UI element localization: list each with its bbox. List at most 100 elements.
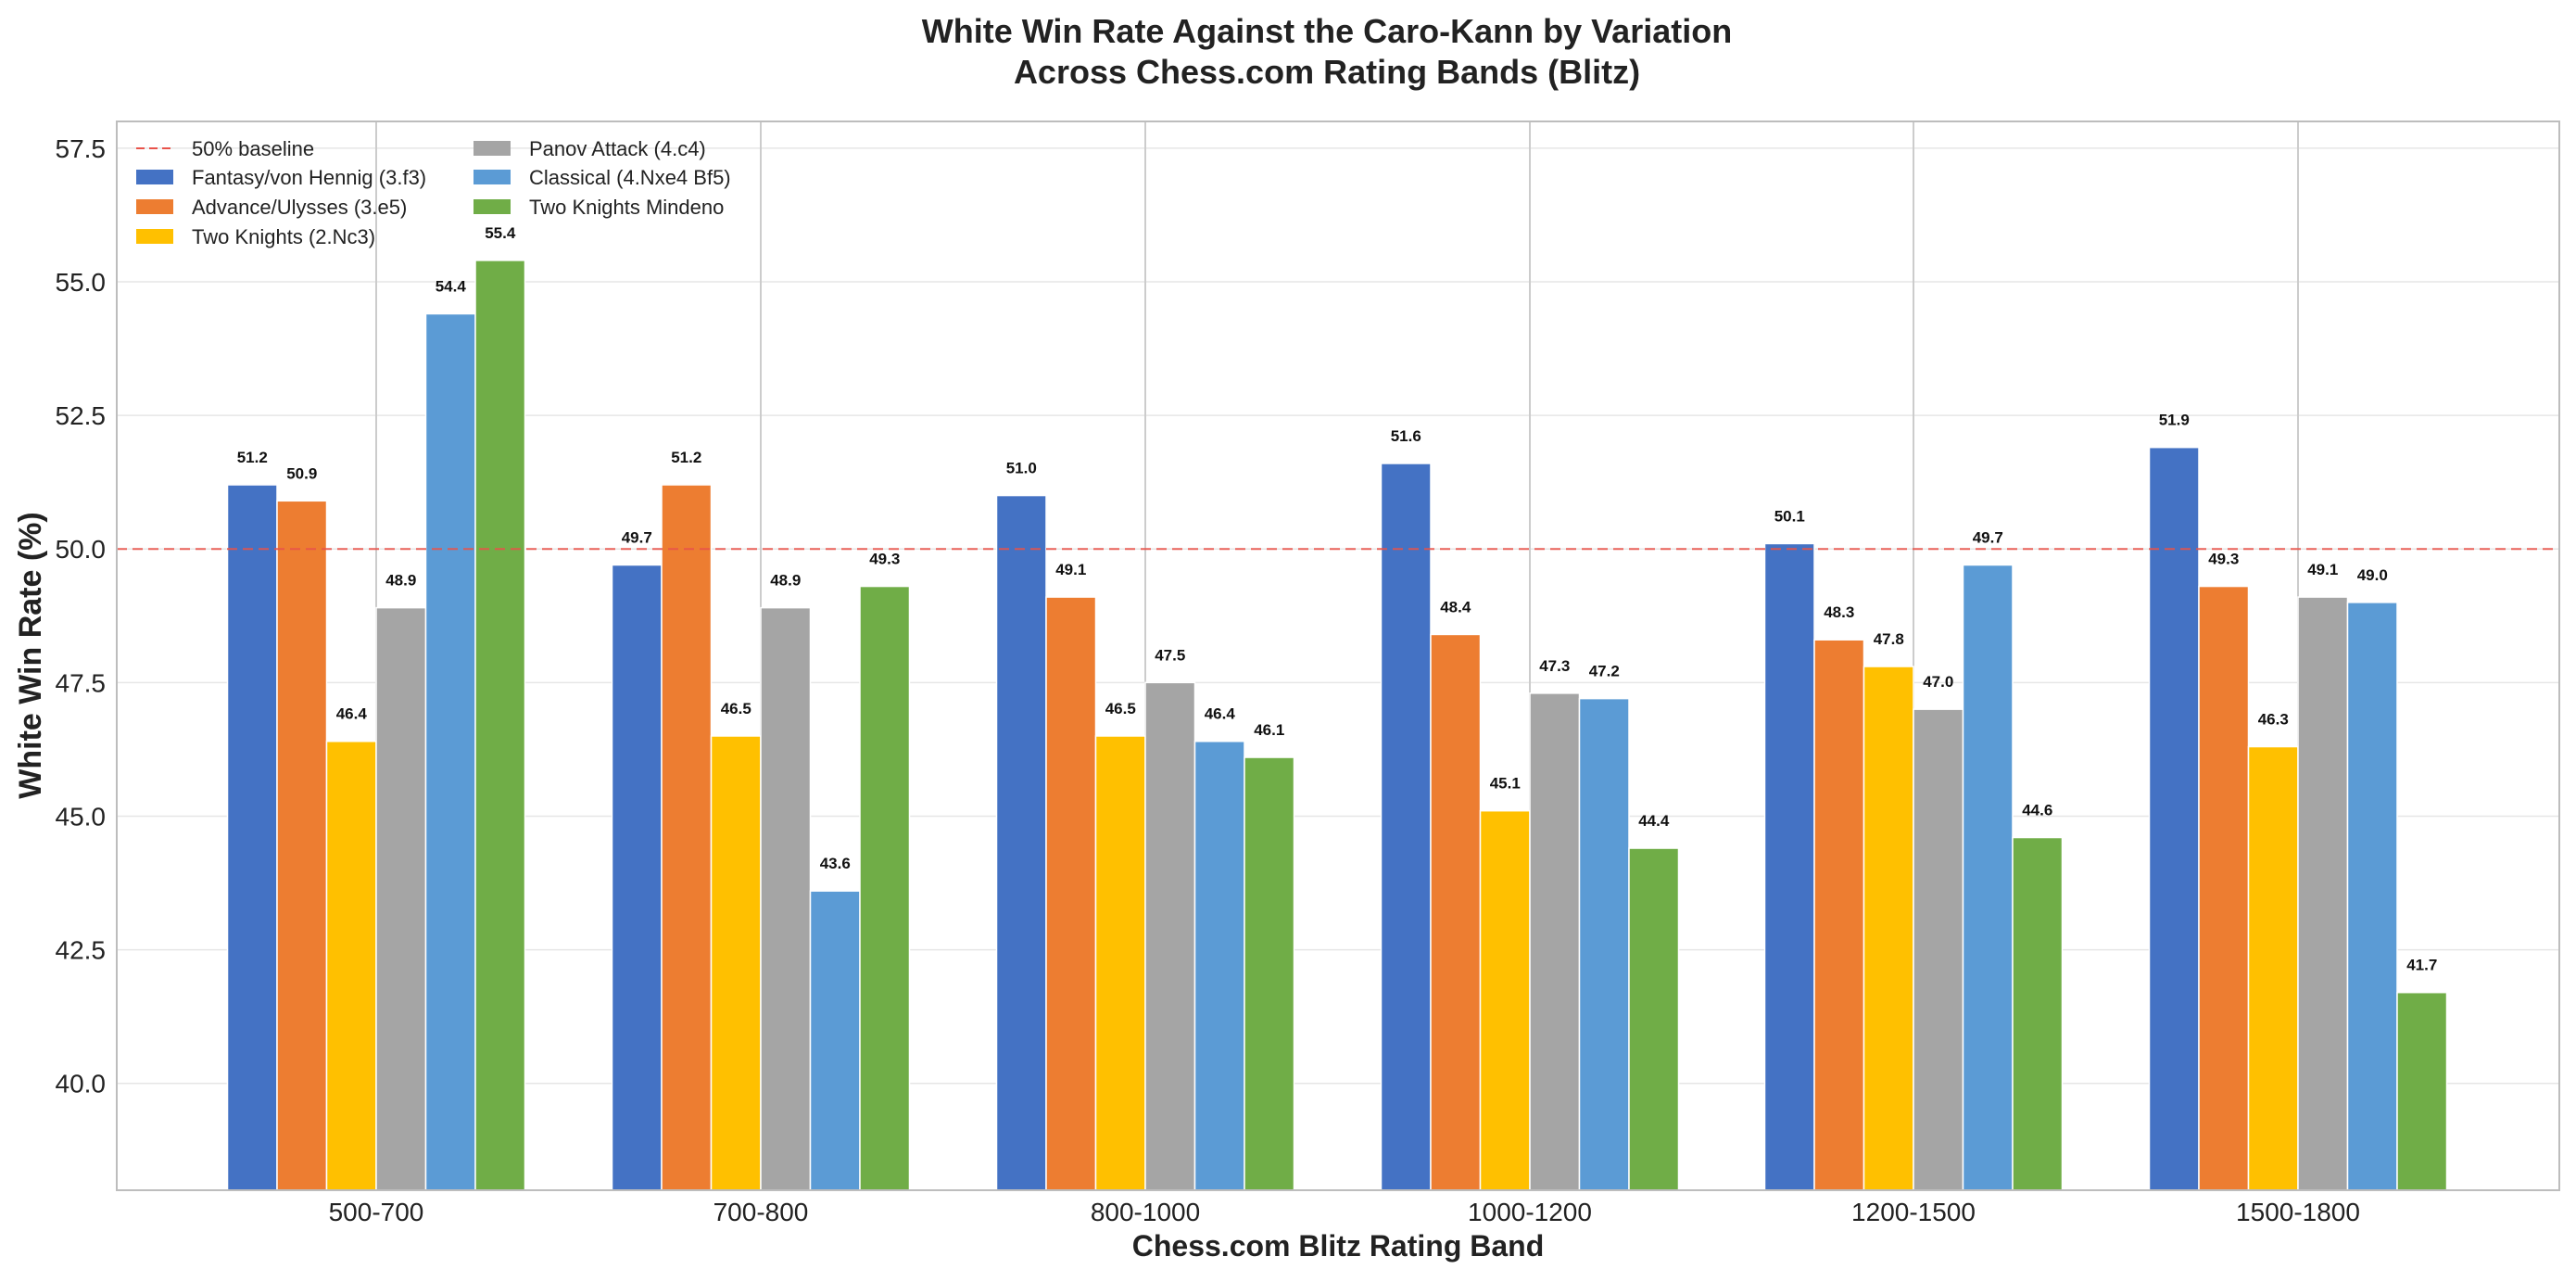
bar-value-label: 46.4	[336, 705, 368, 723]
bar-value-label: 51.2	[237, 449, 268, 466]
bar-value-label: 47.0	[1923, 673, 1953, 691]
bar	[1529, 692, 1581, 1191]
legend-swatch	[474, 170, 511, 184]
legend-label: Classical (4.Nxe4 Bf5)	[529, 166, 731, 189]
x-tick-label: 800-1000	[1091, 1198, 1200, 1226]
bar-value-label: 48.4	[1440, 598, 1471, 616]
bar-value-label: 50.1	[1774, 507, 1805, 525]
x-tick-label: 500-700	[329, 1198, 424, 1226]
bars	[226, 260, 2448, 1191]
legend: 50% baseline Fantasy/von Hennig (3.f3) Adv…	[136, 137, 731, 248]
bar	[1380, 463, 1432, 1191]
bar-value-label: 48.9	[770, 572, 801, 590]
bar	[2247, 745, 2299, 1191]
bar-value-label: 49.1	[2307, 561, 2338, 578]
bar-value-label: 49.7	[622, 528, 652, 546]
legend-swatch	[136, 170, 173, 184]
y-tick-label: 40.0	[56, 1070, 107, 1098]
chart-title-line-1: White Win Rate Against the Caro-Kann by …	[922, 12, 1732, 50]
bar-value-label: 49.1	[1055, 561, 1086, 578]
bar	[995, 494, 1047, 1191]
chart-title-line-2: Across Chess.com Rating Bands (Blitz)	[1014, 53, 1640, 91]
bar	[1479, 809, 1531, 1191]
bar-value-label: 49.7	[1973, 528, 2003, 546]
bar-value-label: 51.0	[1006, 460, 1037, 477]
x-axis-label: Chess.com Blitz Rating Band	[1132, 1229, 1545, 1263]
bar-value-label: 46.4	[1205, 705, 1236, 723]
legend-label: Two Knights (2.Nc3)	[192, 225, 375, 248]
bar-value-label: 48.9	[385, 572, 416, 590]
bar	[710, 735, 762, 1191]
legend-label: Panov Attack (4.c4)	[529, 137, 706, 160]
legend-label: Two Knights Mindeno	[529, 196, 724, 219]
bar	[1913, 708, 1964, 1191]
bar	[1045, 596, 1097, 1191]
bar-value-label: 46.5	[721, 700, 751, 717]
bar	[1962, 564, 2014, 1191]
bar-value-label: 49.3	[2208, 551, 2239, 568]
x-tick-label: 1500-1800	[2236, 1198, 2360, 1226]
bar-value-label: 46.3	[2258, 711, 2289, 729]
bar	[325, 740, 377, 1191]
bar	[276, 500, 328, 1191]
bar	[809, 890, 861, 1191]
bar	[424, 312, 476, 1191]
legend-swatch	[136, 229, 173, 244]
bar	[760, 606, 812, 1191]
bar	[2198, 585, 2250, 1191]
bar	[1578, 697, 1630, 1191]
bar-value-label: 44.6	[2022, 802, 2052, 819]
bar	[1863, 666, 1914, 1191]
x-tick-label: 1000-1200	[1468, 1198, 1592, 1226]
bar	[1244, 756, 1295, 1191]
bar-value-label: 46.5	[1105, 700, 1136, 717]
bar	[1144, 681, 1196, 1191]
bar-value-label: 47.5	[1155, 646, 1185, 664]
bar-value-label: 43.6	[820, 855, 851, 872]
bar-value-label: 47.3	[1539, 657, 1570, 675]
y-tick-label: 52.5	[56, 401, 107, 430]
legend-swatch	[136, 199, 173, 214]
bar-value-label: 41.7	[2406, 957, 2437, 974]
bar-value-label: 49.0	[2357, 566, 2388, 584]
bar-value-label: 49.3	[869, 551, 900, 568]
bar	[2346, 602, 2398, 1191]
y-axis-ticks: 40.0 42.5 45.0 47.5 50.0 52.5 55.0 57.5	[56, 134, 107, 1098]
y-tick-label: 47.5	[56, 668, 107, 697]
legend-label: Fantasy/von Hennig (3.f3)	[192, 166, 426, 189]
bar	[2148, 446, 2200, 1191]
plot-frame	[116, 121, 2560, 1191]
bar-value-label: 44.4	[1638, 812, 1670, 830]
y-tick-label: 50.0	[56, 535, 107, 564]
bar	[2396, 991, 2448, 1191]
bar	[1430, 633, 1482, 1191]
y-tick-label: 57.5	[56, 134, 107, 163]
bar	[375, 606, 427, 1191]
bar-value-label: 55.4	[485, 224, 516, 242]
bar	[474, 260, 526, 1191]
x-tick-label: 1200-1500	[1851, 1198, 1976, 1226]
x-axis-ticks: 500-700 700-800 800-1000 1000-1200 1200-1500…	[329, 1198, 2360, 1226]
bar	[1193, 740, 1245, 1191]
legend-label: Advance/Ulysses (3.e5)	[192, 196, 407, 219]
bar-value-label: 51.9	[2159, 412, 2190, 429]
legend-swatch	[474, 141, 511, 156]
data-labels: 51.2 49.7 51.0 51.6 50.1 51.9 50.9 51.2 49.1 48.4…	[237, 224, 2438, 974]
bar	[226, 484, 278, 1191]
y-tick-label: 55.0	[56, 268, 107, 297]
bar	[1813, 639, 1865, 1191]
bar-value-label: 54.4	[436, 278, 467, 296]
bar	[1763, 542, 1815, 1191]
x-tick-label: 700-800	[713, 1198, 809, 1226]
bar	[661, 484, 713, 1191]
bar	[1094, 735, 1146, 1191]
bar-value-label: 50.9	[286, 464, 317, 482]
bar-value-label: 46.1	[1254, 721, 1284, 739]
bar	[859, 585, 911, 1191]
y-axis-label: White Win Rate (%)	[13, 512, 48, 798]
y-tick-label: 45.0	[56, 802, 107, 831]
bar-value-label: 48.3	[1824, 603, 1854, 621]
bar-value-label: 51.6	[1391, 427, 1421, 445]
legend-label: 50% baseline	[192, 137, 314, 160]
